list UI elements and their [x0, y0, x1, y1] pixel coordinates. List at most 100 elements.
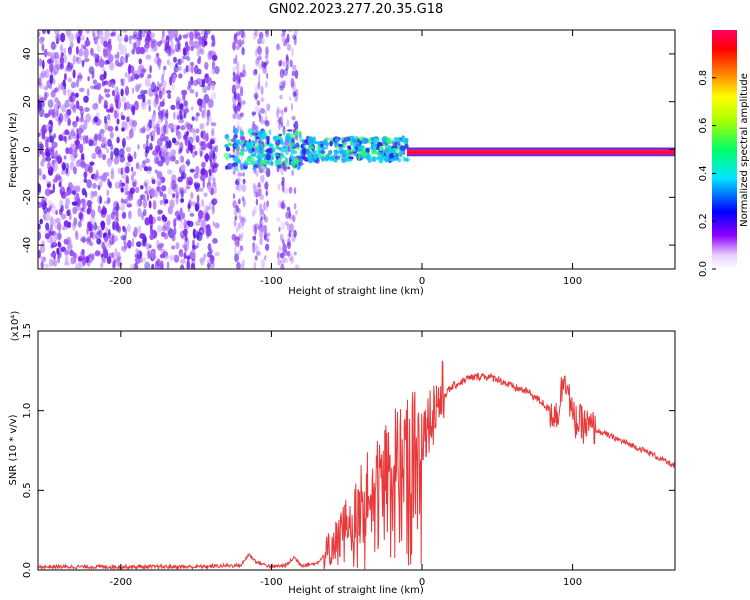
heatmap-noise-cell — [212, 197, 218, 205]
heatmap-noise-cell — [260, 85, 264, 96]
heatmap-noise-cell — [119, 49, 124, 56]
heatmap-noise-cell — [253, 261, 256, 269]
heatmap-noise-cell — [265, 180, 269, 191]
heatmap-noise-cell — [142, 125, 146, 134]
heatmap-noise-cell — [238, 208, 241, 215]
heatmap-noise-cell — [107, 114, 111, 121]
heatmap-signal-cell — [268, 129, 272, 136]
heatmap-noise-cell — [232, 71, 235, 77]
heatmap-noise-cell — [60, 213, 67, 220]
heatmap-noise-cell — [232, 113, 236, 119]
heatmap-noise-cell — [210, 260, 215, 269]
heatmap-noise-cell — [186, 56, 191, 62]
snr-line — [38, 360, 675, 570]
heatmap-noise-cell — [133, 226, 138, 237]
heatmap-noise-cell — [209, 50, 216, 56]
heatmap-noise-cell — [40, 96, 46, 102]
heatmap-noise-cell — [64, 99, 70, 108]
heatmap-noise-cell — [102, 67, 106, 72]
heatmap-noise-cell — [119, 179, 122, 187]
heatmap-noise-cell — [88, 165, 93, 174]
heatmap-signal-cell — [333, 149, 339, 154]
heatmap-noise-cell — [60, 32, 66, 43]
heatmap-noise-cell — [44, 233, 51, 240]
heatmap-noise-cell — [195, 220, 201, 227]
heatmap-noise-cell — [193, 40, 199, 49]
heatmap-noise-cell — [157, 105, 161, 111]
heatmap-noise-cell — [179, 258, 186, 264]
heatmap-noise-cell — [241, 31, 246, 39]
heatmap-noise-cell — [79, 143, 84, 154]
heatmap-noise-cell — [93, 231, 99, 240]
heatmap-noise-cell — [174, 160, 180, 165]
colorbar-tick-label: 0.6 — [698, 118, 709, 134]
heatmap-noise-cell — [185, 65, 189, 73]
heatmap-noise-cell — [283, 82, 286, 89]
heatmap-noise-cell — [186, 123, 193, 130]
heatmap-noise-cell — [104, 30, 110, 39]
heatmap-noise-cell — [85, 30, 91, 34]
heatmap-noise-cell — [52, 240, 57, 247]
heatmap-noise-cell — [234, 216, 237, 221]
heatmap-noise-cell — [63, 155, 67, 160]
heatmap-noise-cell — [40, 101, 45, 108]
heatmap-noise-cell — [190, 106, 194, 111]
heatmap-noise-cell — [189, 89, 195, 94]
heatmap-noise-cell — [109, 106, 114, 114]
heatmap-noise-cell — [238, 30, 242, 35]
heatmap-noise-cell — [113, 156, 120, 165]
heatmap-noise-cell — [139, 46, 145, 55]
heatmap-noise-cell — [212, 150, 215, 160]
heatmap-noise-cell — [195, 201, 201, 211]
heatmap-noise-cell — [293, 30, 298, 37]
heatmap-noise-cell — [280, 221, 286, 231]
heatmap-noise-cell — [64, 138, 68, 144]
heatmap-noise-cell — [232, 103, 236, 111]
colorbar-tick-label: 0.8 — [698, 70, 709, 86]
heatmap-noise-cell — [91, 152, 97, 160]
heatmap-noise-cell — [173, 65, 179, 73]
heatmap-noise-cell — [63, 135, 68, 143]
heatmap-noise-cell — [171, 137, 177, 144]
heatmap-noise-cell — [283, 166, 288, 172]
heatmap-noise-cell — [116, 118, 120, 125]
heatmap-noise-cell — [290, 103, 293, 111]
x-tick-label: 100 — [563, 577, 582, 588]
heatmap-noise-cell — [38, 203, 41, 207]
heatmap-noise-cell — [103, 40, 108, 48]
heatmap-noise-cell — [51, 141, 58, 148]
heatmap-noise-cell — [276, 216, 281, 222]
heatmap-noise-cell — [135, 248, 139, 254]
heatmap-noise-cell — [133, 42, 137, 50]
heatmap-noise-cell — [97, 205, 101, 213]
heatmap-noise-cell — [145, 54, 152, 60]
heatmap-noise-cell — [160, 125, 166, 135]
heatmap-signal-cell — [290, 155, 296, 160]
heatmap-noise-cell — [139, 233, 146, 239]
heatmap-noise-cell — [97, 149, 103, 159]
heatmap-noise-cell — [251, 123, 257, 132]
heatmap-noise-cell — [75, 230, 78, 240]
heatmap-noise-cell — [260, 97, 265, 103]
heatmap-noise-cell — [189, 168, 195, 173]
heatmap-noise-cell — [286, 206, 291, 212]
heatmap-noise-cell — [66, 209, 70, 217]
heatmap-noise-cell — [235, 205, 240, 213]
heatmap-signal-cell — [280, 141, 286, 146]
heatmap-noise-cell — [151, 113, 156, 123]
heatmap-noise-cell — [60, 104, 67, 113]
heatmap-signal-cell — [261, 143, 264, 150]
heatmap-noise-cell — [51, 218, 57, 227]
heatmap-signal-cell — [399, 145, 406, 151]
heatmap-noise-cell — [38, 223, 41, 231]
heatmap-noise-cell — [190, 128, 196, 133]
heatmap-noise-cell — [155, 52, 160, 58]
heatmap-noise-cell — [137, 198, 143, 207]
heatmap-noise-cell — [253, 191, 259, 198]
heatmap-noise-cell — [142, 93, 146, 103]
heatmap-noise-cell — [108, 181, 112, 189]
heatmap-signal-cell — [382, 143, 387, 147]
heatmap-noise-cell — [276, 44, 282, 51]
heatmap-noise-cell — [86, 88, 90, 97]
heatmap-noise-cell — [144, 43, 151, 49]
